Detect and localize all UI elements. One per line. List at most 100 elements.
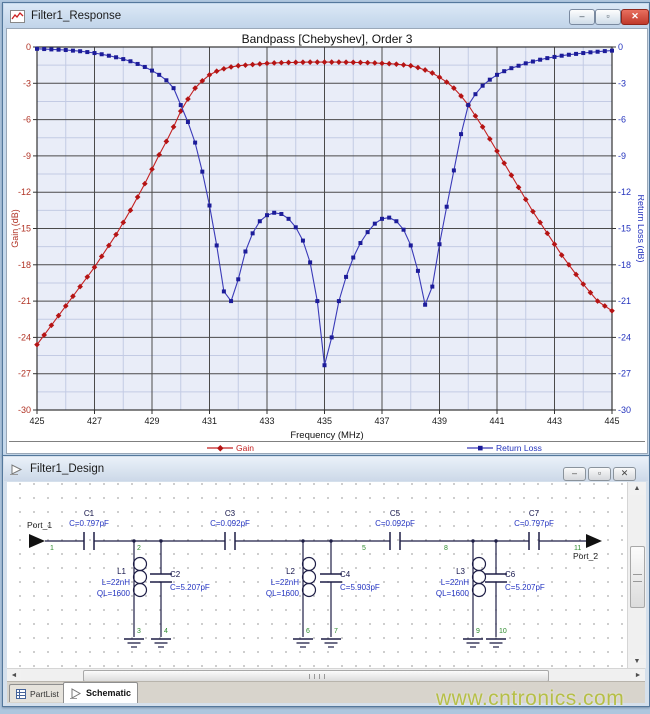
svg-text:-15: -15 bbox=[618, 224, 631, 234]
component-L2[interactable]: L2 L=22nH QL=1600 6 bbox=[266, 539, 317, 648]
legend-separator bbox=[9, 441, 645, 442]
svg-text:-30: -30 bbox=[618, 405, 631, 415]
svg-text:C=0.092pF: C=0.092pF bbox=[375, 519, 415, 528]
response-window-icon bbox=[10, 9, 25, 23]
minimize-button[interactable]: – bbox=[569, 9, 595, 25]
svg-text:3: 3 bbox=[137, 628, 141, 635]
node-label-5: 5 bbox=[362, 545, 366, 552]
svg-text:441: 441 bbox=[489, 416, 504, 426]
svg-text:445: 445 bbox=[604, 416, 619, 426]
svg-text:L=22nH: L=22nH bbox=[441, 578, 469, 587]
scroll-up-arrow[interactable]: ▲ bbox=[629, 482, 645, 495]
legend-label-gain: Gain bbox=[236, 443, 254, 453]
svg-text:7: 7 bbox=[334, 628, 338, 635]
svg-text:C1: C1 bbox=[84, 509, 95, 518]
tab-schematic[interactable]: Schematic bbox=[63, 682, 139, 703]
svg-text:Port_1: Port_1 bbox=[27, 520, 52, 530]
gain-legend-marker-icon bbox=[207, 445, 233, 452]
svg-text:425: 425 bbox=[29, 416, 44, 426]
minimize-button[interactable]: – bbox=[563, 467, 586, 481]
close-button[interactable]: ✕ bbox=[621, 9, 649, 25]
svg-text:-18: -18 bbox=[18, 260, 31, 270]
component-L3[interactable]: L3 L=22nH QL=1600 9 bbox=[436, 539, 487, 648]
svg-text:C4: C4 bbox=[340, 570, 351, 579]
svg-text:-24: -24 bbox=[618, 332, 631, 342]
svg-text:-3: -3 bbox=[618, 78, 626, 88]
response-window-title: Filter1_Response bbox=[31, 10, 122, 22]
svg-text:-27: -27 bbox=[618, 369, 631, 379]
port-port_1[interactable]: Port_1 bbox=[27, 520, 52, 548]
response-window: Filter1_Response – ▫ ✕ Bandpass [Chebysh… bbox=[2, 2, 650, 456]
svg-text:-24: -24 bbox=[18, 332, 31, 342]
component-C1[interactable]: C1C=0.797pF bbox=[69, 509, 109, 550]
chart-area: Bandpass [Chebyshev], Order 3 425 427 429 4… bbox=[6, 28, 648, 454]
svg-text:L2: L2 bbox=[286, 567, 295, 576]
tab-partlist[interactable]: PartList bbox=[9, 684, 66, 702]
component-C4[interactable]: C4 C=5.903pF 7 bbox=[320, 539, 380, 648]
svg-text:427: 427 bbox=[87, 416, 102, 426]
component-C3[interactable]: C3C=0.092pF bbox=[210, 509, 250, 550]
node-label-1: 1 bbox=[50, 545, 54, 552]
series-return-loss bbox=[35, 46, 614, 368]
partlist-icon bbox=[16, 688, 26, 699]
port-port_2[interactable]: Port_2 bbox=[573, 534, 602, 561]
svg-text:C3: C3 bbox=[225, 509, 236, 518]
tab-label: Schematic bbox=[86, 688, 132, 698]
svg-text:-21: -21 bbox=[18, 296, 31, 306]
svg-text:QL=1600: QL=1600 bbox=[436, 589, 470, 598]
close-button[interactable]: ✕ bbox=[613, 467, 636, 481]
legend-item-gain: Gain bbox=[207, 443, 254, 453]
svg-text:-12: -12 bbox=[618, 187, 631, 197]
svg-text:C5: C5 bbox=[390, 509, 401, 518]
svg-text:4: 4 bbox=[164, 628, 168, 635]
svg-text:439: 439 bbox=[432, 416, 447, 426]
svg-text:C=0.092pF: C=0.092pF bbox=[210, 519, 250, 528]
scroll-grip bbox=[309, 674, 325, 679]
vertical-scrollbar[interactable]: ▲ ▼ bbox=[627, 482, 646, 668]
design-window: Filter1_Design – ▫ ✕ Port_1 Port_2 C1 C=0.7… bbox=[2, 455, 650, 707]
svg-text:9: 9 bbox=[476, 628, 480, 635]
scroll-right-arrow[interactable]: ► bbox=[631, 670, 645, 681]
svg-text:-6: -6 bbox=[618, 115, 626, 125]
svg-text:-9: -9 bbox=[618, 151, 626, 161]
tab-label: PartList bbox=[30, 688, 59, 699]
svg-text:-21: -21 bbox=[618, 296, 631, 306]
chart-title: Bandpass [Chebyshev], Order 3 bbox=[241, 32, 413, 46]
svg-text:-3: -3 bbox=[23, 78, 31, 88]
svg-text:C=0.797pF: C=0.797pF bbox=[514, 519, 554, 528]
scroll-left-arrow[interactable]: ◄ bbox=[7, 670, 21, 681]
svg-text:QL=1600: QL=1600 bbox=[266, 589, 300, 598]
component-C6[interactable]: C6 C=5.207pF 10 bbox=[485, 539, 545, 648]
design-titlebar[interactable]: Filter1_Design bbox=[4, 457, 648, 481]
scroll-down-arrow[interactable]: ▼ bbox=[629, 655, 645, 668]
svg-text:431: 431 bbox=[202, 416, 217, 426]
svg-text:C=5.207pF: C=5.207pF bbox=[170, 583, 210, 592]
maximize-button[interactable]: ▫ bbox=[595, 9, 621, 25]
svg-text:C=5.903pF: C=5.903pF bbox=[340, 583, 380, 592]
svg-text:C=5.207pF: C=5.207pF bbox=[505, 583, 545, 592]
return-loss-legend-marker-icon bbox=[467, 445, 493, 451]
svg-text:Port_2: Port_2 bbox=[573, 551, 598, 561]
svg-text:435: 435 bbox=[317, 416, 332, 426]
horizontal-scrollbar[interactable]: ◄ ► bbox=[7, 668, 645, 682]
svg-text:-15: -15 bbox=[18, 224, 31, 234]
svg-text:433: 433 bbox=[259, 416, 274, 426]
component-C2[interactable]: C2 C=5.207pF 4 bbox=[150, 539, 210, 648]
svg-text:C7: C7 bbox=[529, 509, 540, 518]
filter-schematic[interactable]: Port_1Port_2C1C=0.797pFC3C=0.092pFC5C=0.… bbox=[7, 482, 627, 668]
svg-text:QL=1600: QL=1600 bbox=[97, 589, 131, 598]
response-titlebar[interactable]: Filter1_Response bbox=[4, 4, 648, 28]
svg-text:C6: C6 bbox=[505, 570, 516, 579]
schematic-canvas[interactable]: Port_1 Port_2 C1 C=0.797pF C3 C=0.092pF C5 C=0.… bbox=[7, 482, 628, 668]
svg-text:-27: -27 bbox=[18, 369, 31, 379]
watermark: www.cntronics.com bbox=[436, 687, 625, 710]
component-C5[interactable]: C5C=0.092pF bbox=[375, 509, 415, 550]
svg-text:6: 6 bbox=[306, 628, 310, 635]
svg-text:Gain (dB): Gain (dB) bbox=[10, 209, 20, 248]
component-C7[interactable]: C7C=0.797pF bbox=[514, 509, 554, 550]
maximize-button[interactable]: ▫ bbox=[588, 467, 611, 481]
svg-text:443: 443 bbox=[547, 416, 562, 426]
vertical-scroll-thumb[interactable] bbox=[630, 546, 645, 608]
component-L1[interactable]: L1 L=22nH QL=1600 3 bbox=[97, 539, 148, 648]
legend-label-return-loss: Return Loss bbox=[496, 443, 542, 453]
